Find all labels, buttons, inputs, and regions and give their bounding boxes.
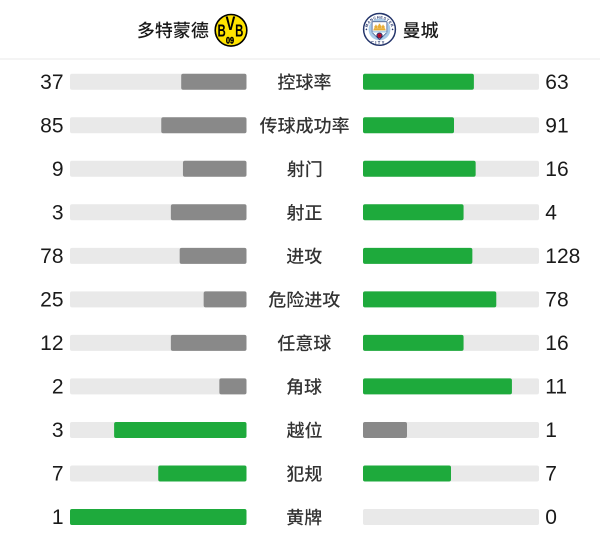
svg-text:B: B xyxy=(235,21,243,41)
svg-text:78: 78 xyxy=(545,289,568,312)
svg-text:7: 7 xyxy=(52,463,64,486)
svg-text:128: 128 xyxy=(545,245,580,268)
svg-text:7: 7 xyxy=(545,463,557,486)
svg-text:09: 09 xyxy=(226,36,234,46)
svg-text:1: 1 xyxy=(52,506,64,529)
svg-text:3: 3 xyxy=(52,419,64,442)
svg-text:85: 85 xyxy=(40,114,63,137)
svg-text:16: 16 xyxy=(545,158,568,181)
svg-text:1: 1 xyxy=(545,419,557,442)
svg-text:3: 3 xyxy=(52,202,64,225)
svg-text:2: 2 xyxy=(52,376,64,399)
svg-text:12: 12 xyxy=(40,332,63,355)
svg-text:11: 11 xyxy=(545,376,567,399)
svg-text:0: 0 xyxy=(545,506,557,529)
svg-text:CITY: CITY xyxy=(371,40,386,45)
svg-text:37: 37 xyxy=(40,71,63,94)
svg-text:25: 25 xyxy=(40,289,63,312)
svg-text:78: 78 xyxy=(40,245,63,268)
svg-text:V: V xyxy=(225,12,235,34)
svg-text:4: 4 xyxy=(545,202,557,225)
svg-text:9: 9 xyxy=(52,158,64,181)
svg-text:63: 63 xyxy=(545,71,568,94)
svg-text:91: 91 xyxy=(545,114,568,137)
svg-text:16: 16 xyxy=(545,332,568,355)
svg-text:B: B xyxy=(217,21,225,41)
